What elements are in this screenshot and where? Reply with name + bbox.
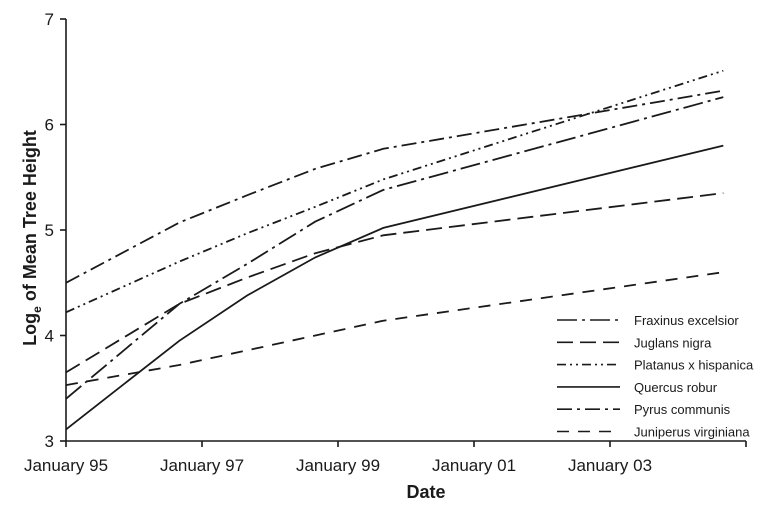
legend-label-quercus-robur: Quercus robur bbox=[634, 380, 718, 395]
x-tick-label: January 01 bbox=[432, 456, 516, 475]
legend-label-pyrus-communis: Pyrus communis bbox=[634, 402, 731, 417]
x-tick-label: January 95 bbox=[24, 456, 108, 475]
tick-labels-layer: 3 4 5 6 7 January 95 January 97 January 99 Janua… bbox=[24, 10, 652, 475]
legend: Fraxinus excelsior Juglans nigra Platanus … bbox=[557, 313, 754, 440]
x-tick-label: January 97 bbox=[160, 456, 244, 475]
series-line-fraxinus-excelsior bbox=[65, 96, 724, 400]
series-line-platanus-x-hispanica bbox=[65, 69, 724, 314]
y-axis-title-rest: of Mean Tree Height bbox=[20, 130, 40, 306]
y-tick-label: 4 bbox=[45, 327, 54, 346]
y-tick-label: 6 bbox=[45, 116, 54, 135]
y-axis-title-subscript: e bbox=[30, 306, 44, 313]
y-axis-title-main: Log bbox=[20, 313, 40, 346]
x-tick-label: January 03 bbox=[568, 456, 652, 475]
series-line-quercus-robur bbox=[65, 144, 724, 431]
legend-label-juglans-nigra: Juglans nigra bbox=[634, 335, 712, 350]
series-layer bbox=[65, 69, 724, 431]
axes-layer bbox=[60, 18, 747, 447]
y-tick-label: 5 bbox=[45, 221, 54, 240]
x-axis-title: Date bbox=[406, 482, 445, 502]
legend-label-platanus-x-hispanica: Platanus x hispanica bbox=[634, 358, 754, 373]
series-line-pyrus-communis bbox=[65, 89, 724, 284]
series-line-juniperus-virginiana bbox=[65, 271, 724, 386]
y-tick-label: 3 bbox=[45, 432, 54, 451]
legend-label-juniperus-virginiana: Juniperus virginiana bbox=[634, 425, 750, 440]
y-axis-title: Loge of Mean Tree Height bbox=[20, 130, 44, 346]
y-tick-label: 7 bbox=[45, 10, 54, 29]
series-line-juglans-nigra bbox=[65, 192, 724, 374]
legend-label-fraxinus-excelsior: Fraxinus excelsior bbox=[634, 313, 739, 328]
x-tick-label: January 99 bbox=[296, 456, 380, 475]
